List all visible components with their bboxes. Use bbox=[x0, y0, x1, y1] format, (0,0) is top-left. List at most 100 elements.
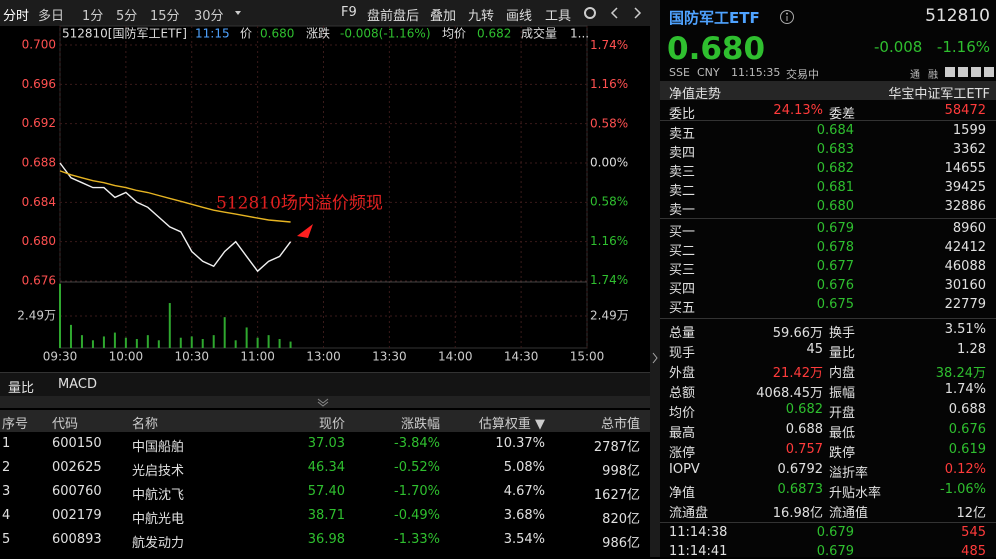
column-header[interactable]: 估算权重 ▼ bbox=[478, 417, 545, 432]
header-volume-label: 成交量 bbox=[521, 26, 557, 41]
book-volume: 8960 bbox=[952, 221, 986, 236]
ratio-value: 24.13% bbox=[773, 103, 823, 118]
y2-tick-label: 0.58% bbox=[590, 116, 628, 130]
stat-value: 0.6792 bbox=[777, 462, 824, 477]
book-price: 0.683 bbox=[816, 142, 854, 157]
volume-bar bbox=[80, 335, 83, 348]
table-cell: 4.67% bbox=[503, 484, 545, 499]
stat-label: 现手 bbox=[669, 346, 696, 361]
stat-value: 1.28 bbox=[957, 342, 986, 357]
header-price: 0.680 bbox=[260, 27, 294, 41]
price-line bbox=[59, 162, 292, 273]
stat-value: 0.682 bbox=[785, 402, 823, 417]
table-cell: 中航沈飞 bbox=[132, 488, 185, 503]
book-label: 买五 bbox=[669, 301, 696, 316]
trade-status: 交易中 bbox=[786, 68, 819, 81]
divider bbox=[650, 0, 660, 557]
column-header[interactable]: 总市值 bbox=[600, 417, 640, 432]
trade-time: 11:14:41 bbox=[669, 544, 728, 559]
stat-value: -1.06% bbox=[940, 482, 986, 497]
book-sep bbox=[660, 218, 996, 219]
tool-button[interactable]: 画线 bbox=[506, 9, 533, 24]
splitter[interactable] bbox=[0, 396, 650, 408]
table-cell: 820亿 bbox=[602, 512, 640, 527]
stat-label: 均价 bbox=[669, 406, 696, 421]
column-header[interactable]: 序号 bbox=[2, 417, 29, 432]
header-change-label: 涨跌 bbox=[306, 26, 330, 41]
y-tick-label: 0.684 bbox=[22, 195, 56, 209]
tracking-index: 华宝中证军工ETF bbox=[888, 87, 990, 102]
table-cell: 2 bbox=[2, 460, 11, 475]
quick-icons[interactable] bbox=[944, 66, 996, 78]
tool-button[interactable]: F9 bbox=[341, 5, 357, 20]
stat-value: 21.42万 bbox=[772, 366, 823, 381]
table-cell: 600893 bbox=[52, 532, 102, 547]
table-cell: 3.68% bbox=[503, 508, 545, 523]
stat-value: 16.98亿 bbox=[772, 506, 823, 521]
timeframe-tab[interactable]: 多日 bbox=[38, 9, 65, 24]
stat-value: 45 bbox=[806, 342, 823, 357]
column-header[interactable]: 涨跌幅 bbox=[400, 417, 440, 432]
info-icon[interactable] bbox=[779, 9, 795, 25]
constituents-table: 序号 代码 名称 现价 涨跌幅 估算权重 ▼ 总市值 1 600150 中国船舶 37.03 -3.8… bbox=[0, 410, 650, 557]
tool-button[interactable]: 工具 bbox=[545, 9, 572, 24]
volume-bar bbox=[289, 341, 292, 348]
tool-button[interactable]: 盘前盘后 bbox=[367, 9, 420, 24]
badge: 通 bbox=[910, 70, 920, 81]
book-price: 0.677 bbox=[816, 259, 854, 274]
timeframe-tab[interactable]: 15分 bbox=[150, 9, 180, 24]
table-cell: -1.70% bbox=[394, 484, 440, 499]
chart: 0.700 0.696 0.692 0.688 0.684 0.680 0.676 1.74%… bbox=[17, 25, 629, 364]
volume-bar bbox=[124, 337, 127, 348]
column-header[interactable]: 现价 bbox=[318, 417, 345, 432]
stat-value: 59.66万 bbox=[772, 326, 823, 341]
timeframe-tab[interactable]: 30分 bbox=[194, 9, 224, 24]
timeframe-tab[interactable]: 分时 bbox=[3, 9, 30, 24]
stat-value: 38.24万 bbox=[935, 366, 986, 381]
badge: 融 bbox=[928, 70, 938, 81]
volume-bar bbox=[91, 340, 94, 348]
stat-value: 0.757 bbox=[785, 442, 823, 457]
diff-value: 58472 bbox=[944, 103, 986, 118]
collapse-arrow[interactable] bbox=[650, 348, 660, 368]
tool-button[interactable]: 叠加 bbox=[430, 9, 457, 24]
x-tick-label: 14:30 bbox=[504, 350, 539, 364]
header-avg-label: 均价 bbox=[442, 27, 466, 41]
stat-label: 内盘 bbox=[829, 366, 856, 381]
table-cell: 1627亿 bbox=[593, 488, 640, 503]
header-time: 11:15 bbox=[195, 27, 230, 41]
stat-value: 4068.45万 bbox=[756, 386, 823, 401]
tool-button[interactable]: 九转 bbox=[468, 9, 495, 24]
book-price: 0.678 bbox=[816, 240, 854, 255]
table-cell: 5.08% bbox=[503, 460, 545, 475]
x-tick-label: 15:00 bbox=[570, 350, 605, 364]
timeframe-tab[interactable]: 5分 bbox=[116, 9, 138, 24]
diff-label: 委差 bbox=[829, 107, 856, 122]
header-code-name: 512810[国防军工ETF] bbox=[62, 26, 187, 41]
table-cell: 5 bbox=[2, 532, 11, 547]
stat-value: 0.688 bbox=[785, 422, 823, 437]
table-cell: 1 bbox=[2, 436, 11, 451]
volume-bar bbox=[157, 340, 160, 348]
stat-value: 0.619 bbox=[948, 442, 986, 457]
etf-code: 512810 bbox=[925, 6, 990, 26]
table-cell: 3.54% bbox=[503, 532, 545, 547]
timeframe-tab[interactable]: 1分 bbox=[82, 9, 104, 24]
book-volume: 22779 bbox=[944, 297, 986, 312]
stat-label: 总量 bbox=[669, 326, 696, 341]
y-tick-label: 0.680 bbox=[22, 234, 56, 248]
stat-value: 0.688 bbox=[948, 402, 986, 417]
book-price: 0.684 bbox=[816, 123, 854, 138]
trade-volume: 485 bbox=[961, 544, 986, 559]
book-volume: 14655 bbox=[944, 161, 986, 176]
y2-tick-label: 1.74% bbox=[590, 273, 628, 287]
column-header[interactable]: 名称 bbox=[132, 417, 159, 432]
table-cell: 37.03 bbox=[307, 436, 345, 451]
toolbar-icons[interactable] bbox=[230, 0, 650, 26]
y-tick-label: 0.700 bbox=[22, 38, 56, 52]
column-header[interactable]: 代码 bbox=[52, 417, 79, 432]
indicator-tab[interactable]: 量比 bbox=[8, 381, 35, 396]
indicator-tab[interactable]: MACD bbox=[58, 377, 97, 392]
nav-trend-link[interactable]: 净值走势 bbox=[669, 87, 722, 102]
book-label: 卖二 bbox=[669, 184, 696, 199]
